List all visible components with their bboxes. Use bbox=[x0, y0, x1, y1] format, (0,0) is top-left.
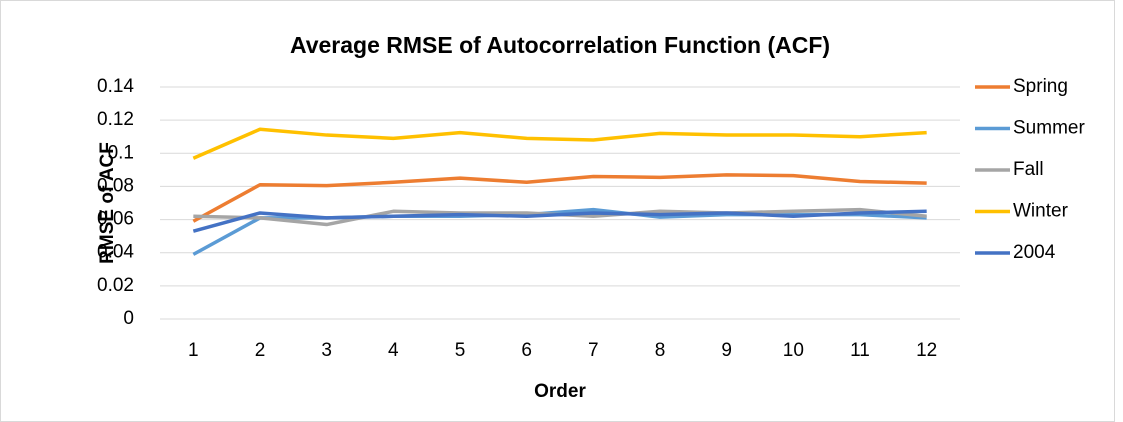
chart-title: Average RMSE of Autocorrelation Function… bbox=[290, 32, 830, 58]
y-axis-label: RMSE of ACF bbox=[97, 142, 118, 264]
x-tick-label: 11 bbox=[850, 340, 870, 361]
x-tick-label: 12 bbox=[916, 340, 937, 361]
legend-label: Winter bbox=[1013, 201, 1069, 222]
y-tick-label: 0.12 bbox=[97, 109, 134, 130]
x-tick-label: 10 bbox=[783, 340, 804, 361]
y-tick-label: 0.1 bbox=[108, 142, 134, 163]
series-line bbox=[192, 209, 927, 233]
x-tick-label: 8 bbox=[655, 340, 666, 361]
x-tick-label: 4 bbox=[388, 340, 399, 361]
y-tick-label: 0.04 bbox=[97, 242, 134, 263]
x-tick-label: 2 bbox=[255, 340, 266, 361]
legend-label: 2004 bbox=[1013, 242, 1056, 263]
series-line bbox=[192, 127, 927, 160]
y-tick-label: 0.06 bbox=[97, 209, 134, 230]
y-tick-label: 0 bbox=[123, 308, 134, 329]
x-tick-label: 9 bbox=[721, 340, 732, 361]
legend-label: Spring bbox=[1013, 76, 1068, 97]
x-tick-label: 7 bbox=[588, 340, 599, 361]
x-tick-label: 6 bbox=[521, 340, 532, 361]
legend-label: Summer bbox=[1013, 118, 1085, 139]
y-tick-label: 0.08 bbox=[97, 175, 134, 196]
x-axis-label: Order bbox=[534, 381, 586, 402]
x-tick-label: 1 bbox=[188, 340, 199, 361]
x-tick-label: 3 bbox=[321, 340, 332, 361]
legend-label: Fall bbox=[1013, 159, 1044, 180]
series-line bbox=[192, 173, 927, 223]
y-tick-label: 0.02 bbox=[97, 275, 134, 296]
x-tick-label: 5 bbox=[455, 340, 466, 361]
y-tick-label: 0.14 bbox=[97, 76, 134, 97]
